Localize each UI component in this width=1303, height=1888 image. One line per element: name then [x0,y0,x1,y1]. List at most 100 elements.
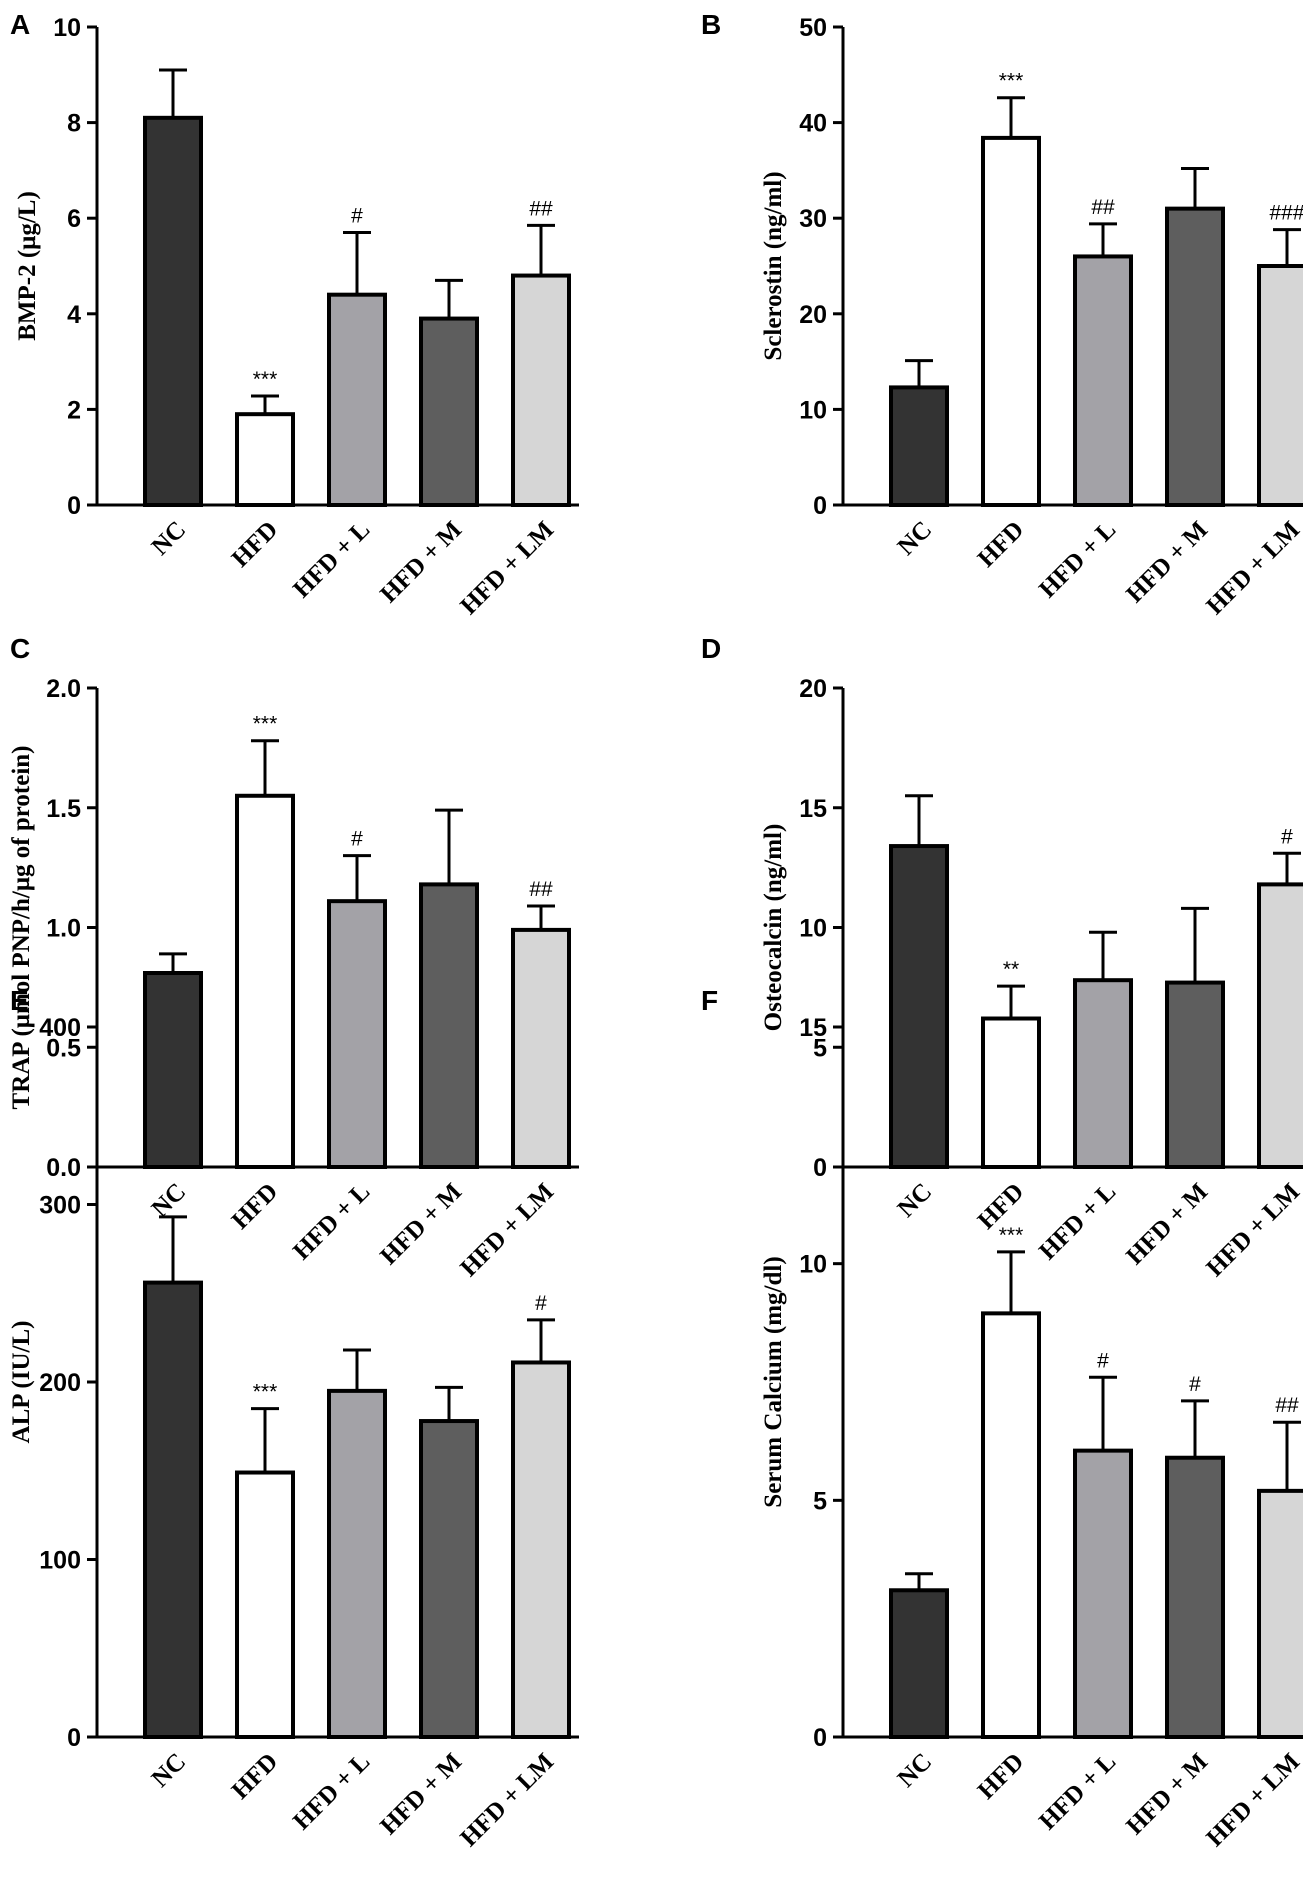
y-tick-label: 2 [67,396,81,424]
significance-label: *** [253,368,278,391]
y-tick-label: 6 [67,205,81,233]
panel-letter: B [701,9,721,40]
x-category-label: HFD + M [375,516,467,608]
significance-label: # [1189,1373,1201,1396]
bar [1073,254,1133,507]
x-category-label: HFD + M [375,1178,467,1270]
y-tick-label: 50 [799,14,827,42]
x-category-label: HFD + M [1121,516,1213,608]
significance-label: *** [253,713,278,736]
bar [981,1311,1041,1740]
significance-label: ## [1275,1394,1299,1417]
y-tick-label: 0 [813,492,827,520]
x-category-label: HFD + L [1034,1748,1121,1835]
x-category-label: HFD + LM [1201,516,1303,620]
y-tick-label: 0 [813,1154,827,1182]
x-category-label: HFD [227,1748,283,1804]
significance-label: *** [253,1381,278,1404]
y-tick-label: 15 [799,795,827,823]
bar [511,1360,571,1739]
y-tick-label: 8 [67,110,81,138]
x-category-label: HFD + M [375,1748,467,1840]
y-axis-title: BMP-2 (μg/L) [14,191,41,341]
bar [235,1470,295,1740]
x-category-label: HFD + LM [455,516,559,620]
significance-label: ### [1269,202,1303,225]
y-tick-label: 10 [53,14,81,42]
bar [1165,1455,1225,1739]
panel-letter: F [701,985,718,1016]
panel-letter: D [701,633,721,664]
bar [327,292,387,507]
y-axis-title: Serum Calcium (mg/dl) [760,1256,787,1507]
bar [235,412,295,507]
y-tick-label: 0.0 [46,1154,81,1182]
significance-label: ## [529,878,553,901]
bar [419,316,479,507]
y-tick-label: 400 [39,1014,81,1042]
panel-letter: C [10,633,30,664]
y-axis-title: Osteocalcin (ng/ml) [760,824,787,1032]
panel-letter: E [10,985,29,1016]
bar [1165,206,1225,507]
y-tick-label: 5 [813,1034,827,1062]
bar [327,1388,387,1739]
y-axis-title: TRAP (μmol PNP/h/μg of protein) [8,746,35,1110]
panel-letter: A [10,9,30,40]
y-tick-label: 10 [799,1251,827,1279]
significance-label: # [1097,1349,1109,1372]
x-category-label: HFD [973,1748,1029,1804]
x-category-label: NC [893,1178,938,1223]
bar [419,1419,479,1740]
x-category-label: HFD + LM [455,1178,559,1282]
y-tick-label: 5 [813,1487,827,1515]
x-category-label: HFD + L [288,1178,375,1265]
x-category-label: HFD + LM [455,1748,559,1852]
y-tick-label: 15 [799,1014,827,1042]
y-tick-label: 0.5 [46,1034,81,1062]
x-category-label: HFD + L [1034,516,1121,603]
y-tick-label: 0 [67,1724,81,1752]
bar [327,899,387,1170]
significance-label: # [351,828,363,851]
x-category-label: NC [147,1748,192,1793]
y-axis-title: Sclerostin (ng/ml) [760,171,787,360]
significance-label: # [535,1292,547,1315]
significance-label: ** [1003,958,1019,981]
x-category-label: HFD + L [1034,1178,1121,1265]
significance-label: *** [999,70,1024,93]
bar [1073,978,1133,1169]
bar [143,1280,203,1739]
significance-label: # [351,205,363,228]
x-category-label: NC [893,1748,938,1793]
y-tick-label: 1.0 [46,915,81,943]
bar [889,844,949,1169]
x-category-label: HFD + M [1121,1748,1213,1840]
bar [889,1588,949,1740]
x-category-label: HFD + LM [1201,1748,1303,1852]
x-category-label: HFD [227,1178,283,1234]
y-tick-label: 20 [799,675,827,703]
y-tick-label: 300 [39,1192,81,1220]
x-category-label: HFD + L [288,1748,375,1835]
y-tick-label: 0 [67,492,81,520]
y-tick-label: 40 [799,110,827,138]
x-category-label: HFD + LM [1201,1178,1303,1282]
bar [1257,1488,1303,1740]
bar [511,927,571,1170]
bar [1257,882,1303,1169]
x-category-label: NC [893,516,938,561]
bar [1073,1448,1133,1739]
bar [419,882,479,1169]
y-tick-label: 2.0 [46,675,81,703]
y-tick-label: 10 [799,396,827,424]
significance-label: ## [529,197,553,220]
y-tick-label: 20 [799,301,827,329]
bar [235,793,295,1170]
bar [889,385,949,507]
bar [143,115,203,507]
x-category-label: HFD + L [288,516,375,603]
y-tick-label: 10 [799,915,827,943]
x-category-label: HFD [973,516,1029,572]
